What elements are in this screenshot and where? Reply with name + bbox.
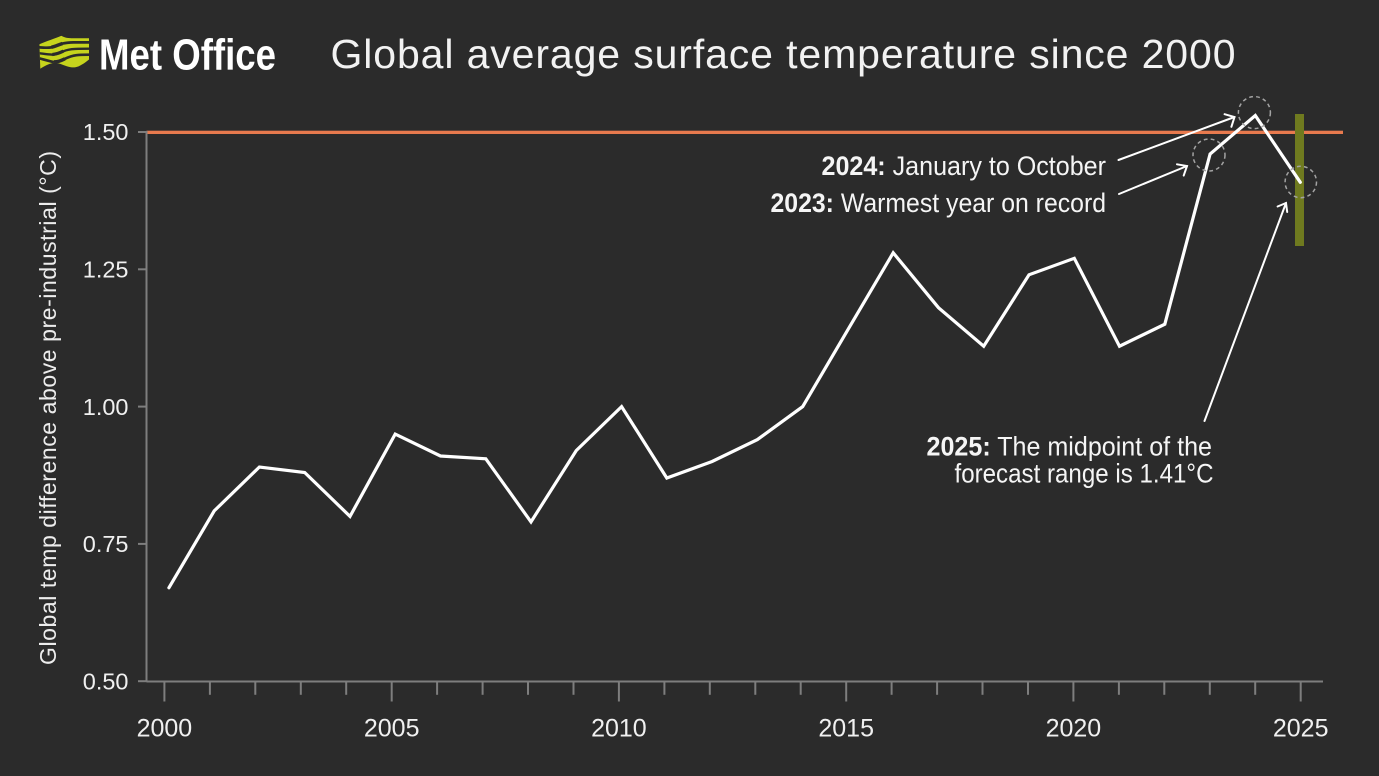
- svg-text:Global temp difference above p: Global temp difference above pre-industr…: [35, 151, 61, 665]
- svg-text:1.00: 1.00: [83, 394, 129, 420]
- svg-text:Met Office: Met Office: [99, 30, 276, 79]
- svg-text:2023: Warmest year on record: 2023: Warmest year on record: [771, 188, 1107, 218]
- svg-text:2020: 2020: [1046, 714, 1102, 742]
- svg-text:2024: January to October: 2024: January to October: [822, 151, 1107, 181]
- svg-text:0.75: 0.75: [83, 531, 129, 557]
- svg-text:0.50: 0.50: [83, 668, 129, 694]
- svg-text:Global average surface tempera: Global average surface temperature since…: [331, 31, 1236, 77]
- svg-text:2015: 2015: [818, 714, 874, 742]
- svg-text:2025: 2025: [1273, 714, 1329, 742]
- svg-text:1.25: 1.25: [83, 257, 129, 283]
- svg-text:2010: 2010: [591, 714, 647, 742]
- svg-text:2000: 2000: [137, 714, 193, 742]
- svg-text:2025: The midpoint of the: 2025: The midpoint of the: [927, 432, 1213, 462]
- svg-text:2005: 2005: [364, 714, 420, 742]
- svg-text:1.50: 1.50: [83, 119, 129, 145]
- svg-text:forecast range is 1.41°C: forecast range is 1.41°C: [955, 458, 1214, 488]
